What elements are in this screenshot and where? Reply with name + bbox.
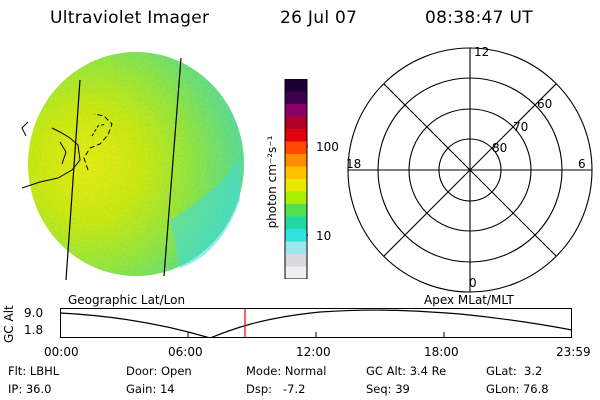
colorbar-swatch: [285, 254, 307, 267]
colorbar-unit-label: photon cm⁻²s⁻¹: [265, 135, 279, 229]
time-tick-1200: 12:00: [296, 345, 331, 359]
colorbar-swatch: [285, 91, 307, 105]
coastline: [91, 123, 107, 137]
apex-caption: Apex MLat/MLT: [424, 293, 514, 307]
altitude-curve: [60, 309, 572, 338]
coastline: [21, 127, 81, 189]
geographic-caption: Geographic Lat/Lon: [68, 293, 186, 307]
glon-info: GLon: 76.8: [486, 382, 549, 396]
colorbar-swatch: [285, 216, 307, 230]
colorbar-tick-100: 100: [316, 140, 339, 154]
gc-alt-axis-label: GC Alt: [2, 305, 16, 343]
time-tick-0600: 06:00: [168, 345, 203, 359]
time-tick-1800: 18:00: [424, 345, 459, 359]
app-title: Ultraviolet Imager: [50, 8, 210, 28]
glat-info: GLat: 3.2: [486, 364, 543, 378]
mlat-label-70: 70: [513, 120, 529, 134]
colorbar-swatch: [285, 191, 307, 205]
color-scale-bar: [284, 79, 308, 279]
coastline: [83, 113, 113, 171]
seq-info: Seq: 39: [366, 382, 410, 396]
door-info: Door: Open: [126, 364, 192, 378]
ip-info: IP: 36.0: [8, 382, 52, 396]
gc-alt-info: GC Alt: 3.4 Re: [366, 364, 447, 378]
colorbar-swatch: [285, 266, 307, 279]
colorbar-swatch: [285, 166, 307, 180]
gc-alt-min: 1.8: [24, 323, 44, 337]
time-tick-2359: 23:59: [556, 345, 591, 359]
date-label: 26 Jul 07: [280, 8, 358, 28]
colorbar-swatch: [285, 179, 307, 192]
colorbar-swatch: [285, 104, 307, 117]
longitude-line: [65, 79, 81, 281]
coastline: [21, 121, 29, 137]
altitude-timeline-plot: [60, 308, 572, 338]
gc-alt-max: 9.0: [24, 306, 44, 320]
colorbar-swatch: [285, 154, 307, 167]
time-label: 08:38:47 UT: [425, 8, 533, 28]
polar-mlt-plot: [347, 47, 593, 293]
mlt-line-diagonal: [383, 83, 557, 257]
mlt-label-12: 12: [474, 45, 490, 59]
colorbar-swatch: [285, 229, 307, 242]
mlat-label-80: 80: [492, 141, 508, 155]
mlat-label-60: 60: [537, 97, 553, 111]
mode-info: Mode: Normal: [246, 364, 327, 378]
colorbar-swatch: [285, 129, 307, 142]
filter-info: Flt: LBHL: [8, 364, 60, 378]
colorbar-swatch: [285, 241, 307, 255]
disc-low-emission-region: [170, 160, 240, 268]
colorbar-swatch: [285, 116, 307, 130]
gain-info: Gain: 14: [126, 382, 175, 396]
mlt-label-18: 18: [346, 157, 362, 171]
uv-image-disc: [21, 52, 244, 281]
mlt-label-0: 0: [469, 276, 477, 290]
time-tick-0000: 00:00: [44, 345, 79, 359]
dsp-info: Dsp: -7.2: [246, 382, 306, 396]
coastline: [59, 141, 67, 165]
colorbar-tick-10: 10: [316, 229, 332, 243]
longitude-line: [163, 57, 182, 277]
colorbar-swatch: [285, 204, 307, 217]
mlt-label-6: 6: [578, 157, 586, 171]
colorbar-swatch: [285, 79, 307, 92]
colorbar-swatch: [285, 141, 307, 155]
